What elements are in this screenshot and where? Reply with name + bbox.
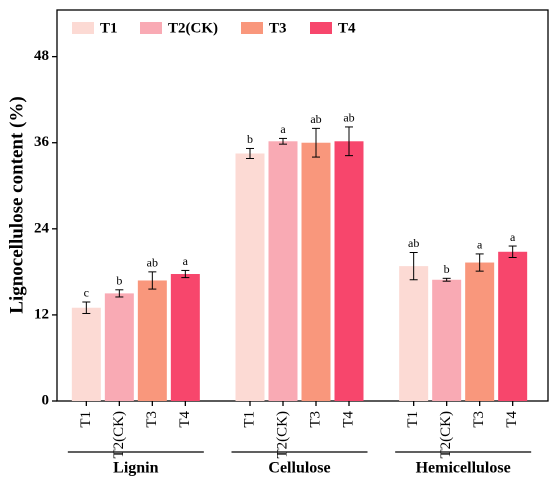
legend-label: T3 <box>269 20 287 36</box>
significance-label: ab <box>147 256 158 270</box>
bar <box>71 307 101 401</box>
legend-label: T2(CK) <box>168 20 218 36</box>
significance-label: ab <box>408 236 419 250</box>
y-tick-label: 0 <box>42 392 50 408</box>
group-label: Lignin <box>113 460 158 477</box>
bar <box>268 141 298 401</box>
significance-label: a <box>280 122 286 136</box>
group-label: Cellulose <box>268 460 330 477</box>
x-tick-label: T3 <box>471 411 487 428</box>
x-tick-label: T4 <box>177 411 193 428</box>
x-tick-label: T4 <box>340 411 356 428</box>
x-tick-label: T2(CK) <box>274 411 290 459</box>
significance-label: c <box>84 286 89 300</box>
significance-label: a <box>510 230 516 244</box>
y-tick-label: 36 <box>34 134 50 150</box>
legend-swatch <box>72 22 94 34</box>
bar <box>432 279 462 401</box>
x-tick-label: T4 <box>504 411 520 428</box>
x-tick-label: T1 <box>241 411 257 428</box>
bar <box>498 251 528 401</box>
bar <box>301 142 331 401</box>
significance-label: ab <box>343 111 354 125</box>
x-tick-label: T2(CK) <box>111 411 127 459</box>
legend-swatch <box>241 22 263 34</box>
y-tick-label: 24 <box>34 220 50 236</box>
legend-label: T4 <box>338 20 356 36</box>
x-tick-label: T1 <box>405 411 421 428</box>
significance-label: b <box>116 274 122 288</box>
legend-swatch <box>140 22 162 34</box>
y-tick-label: 48 <box>34 48 49 64</box>
significance-label: a <box>183 254 189 268</box>
bar <box>334 141 364 401</box>
x-tick-label: T3 <box>307 411 323 428</box>
bar <box>104 293 134 401</box>
x-tick-label: T2(CK) <box>438 411 454 459</box>
bar <box>465 262 495 401</box>
y-tick-label: 12 <box>34 306 49 322</box>
bar <box>235 153 265 401</box>
significance-label: ab <box>310 112 321 126</box>
x-tick-label: T1 <box>78 411 94 428</box>
significance-label: b <box>247 132 253 146</box>
bar <box>137 280 167 401</box>
legend-label: T1 <box>100 20 118 36</box>
significance-label: b <box>444 262 450 276</box>
bar <box>399 266 429 401</box>
significance-label: a <box>477 238 483 252</box>
group-label: Hemicellulose <box>416 460 511 477</box>
x-tick-label: T3 <box>144 411 160 428</box>
legend-swatch <box>310 22 332 34</box>
bar <box>170 274 200 401</box>
y-axis-label: Lignocellulose content (%) <box>6 96 27 313</box>
